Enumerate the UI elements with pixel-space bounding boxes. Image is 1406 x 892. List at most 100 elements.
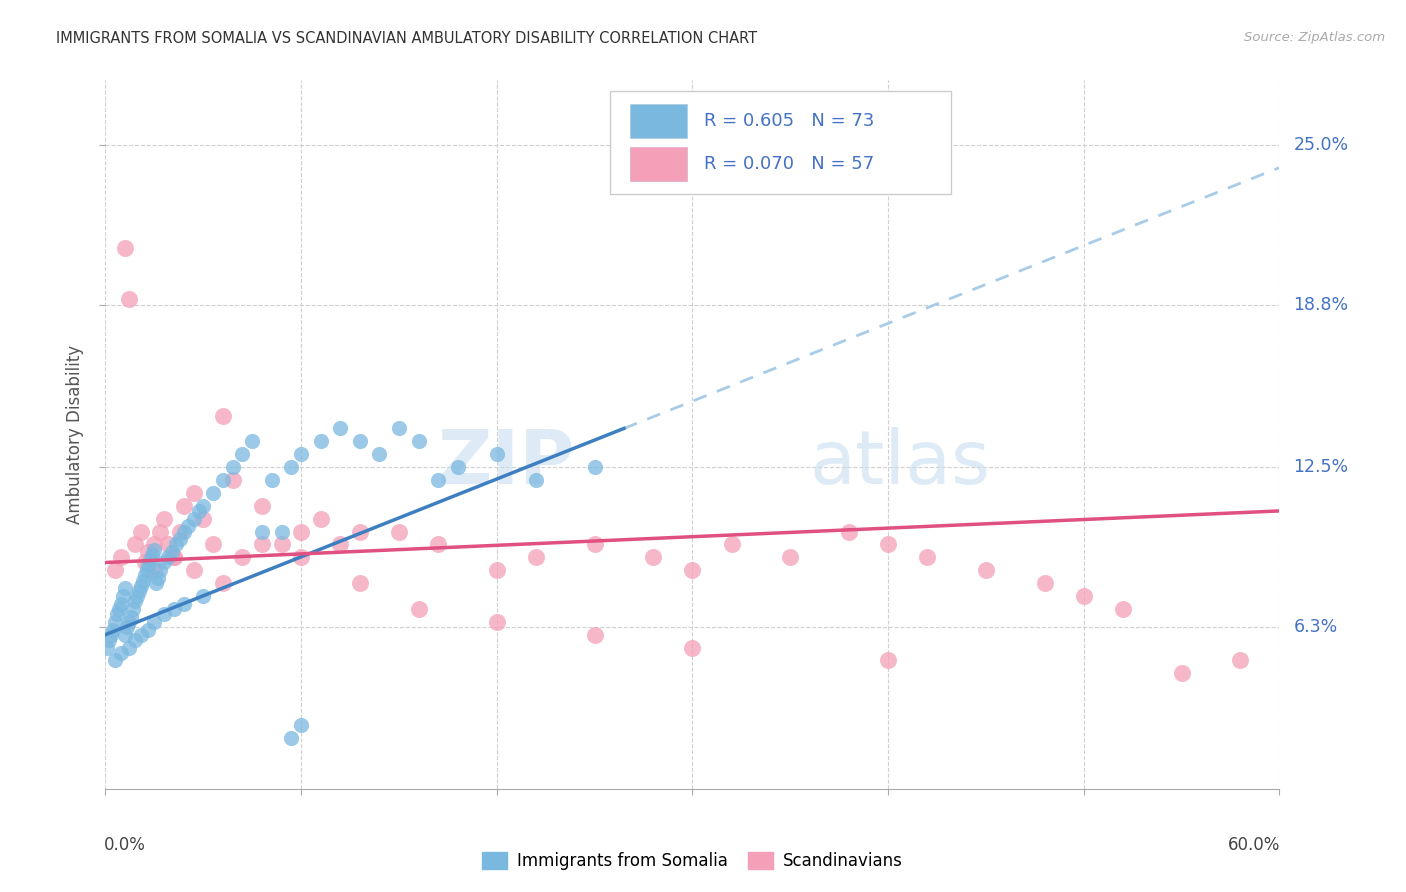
Y-axis label: Ambulatory Disability: Ambulatory Disability — [66, 345, 84, 524]
Point — [143, 563, 166, 577]
Point — [120, 609, 142, 624]
Point — [1073, 589, 1095, 603]
Point — [148, 571, 170, 585]
Point — [157, 550, 180, 565]
Legend: Immigrants from Somalia, Scandinavians: Immigrants from Somalia, Scandinavians — [475, 846, 910, 877]
Point — [121, 602, 143, 616]
Point — [388, 524, 411, 539]
Point — [643, 550, 665, 565]
Point — [141, 548, 163, 562]
Point — [408, 602, 430, 616]
Point — [134, 568, 156, 582]
Point — [427, 537, 450, 551]
Point — [129, 579, 152, 593]
Point — [583, 460, 606, 475]
Point — [188, 504, 211, 518]
Point — [149, 524, 172, 539]
Point — [877, 537, 900, 551]
Point — [250, 499, 273, 513]
Point — [270, 524, 292, 539]
Point — [211, 409, 233, 423]
Text: 25.0%: 25.0% — [1294, 136, 1348, 153]
Point — [112, 589, 135, 603]
Point — [100, 628, 122, 642]
Point — [485, 447, 508, 461]
Point — [240, 434, 263, 449]
FancyBboxPatch shape — [610, 91, 950, 194]
Point — [1033, 576, 1056, 591]
Point — [176, 519, 198, 533]
Point — [1229, 653, 1251, 667]
Point — [193, 511, 215, 525]
Point — [105, 607, 128, 621]
Point — [349, 434, 371, 449]
Point — [143, 542, 166, 557]
Point — [153, 511, 176, 525]
Point — [1112, 602, 1135, 616]
Point — [124, 537, 146, 551]
Point — [110, 550, 132, 565]
Point — [98, 632, 121, 647]
Point — [104, 615, 127, 629]
Point — [446, 460, 468, 475]
Point — [173, 499, 195, 513]
Point — [169, 524, 191, 539]
Point — [681, 640, 703, 655]
Point — [118, 615, 141, 629]
Point — [110, 646, 132, 660]
Point — [125, 589, 148, 603]
Point — [143, 615, 166, 629]
Point — [138, 623, 160, 637]
Point — [838, 524, 860, 539]
Point — [1170, 666, 1192, 681]
Text: IMMIGRANTS FROM SOMALIA VS SCANDINAVIAN AMBULATORY DISABILITY CORRELATION CHART: IMMIGRANTS FROM SOMALIA VS SCANDINAVIAN … — [56, 31, 758, 46]
Point — [779, 550, 801, 565]
Point — [163, 550, 186, 565]
Point — [368, 447, 391, 461]
Point — [163, 602, 186, 616]
Point — [114, 582, 136, 596]
Point — [163, 550, 186, 565]
Point — [221, 473, 243, 487]
Point — [915, 550, 938, 565]
Point — [139, 553, 162, 567]
Point — [153, 556, 176, 570]
Text: ZIP: ZIP — [437, 426, 575, 500]
Point — [118, 293, 141, 307]
Point — [485, 563, 508, 577]
Point — [165, 537, 187, 551]
Point — [138, 558, 160, 572]
Point — [153, 607, 176, 621]
Point — [135, 563, 157, 577]
Point — [290, 550, 312, 565]
Point — [169, 533, 191, 547]
Point — [202, 486, 225, 500]
Point — [134, 556, 156, 570]
Point — [138, 545, 160, 559]
FancyBboxPatch shape — [630, 146, 686, 180]
Point — [104, 653, 127, 667]
Point — [103, 623, 125, 637]
FancyBboxPatch shape — [630, 103, 686, 137]
Point — [280, 460, 302, 475]
Point — [129, 628, 152, 642]
Point — [583, 537, 606, 551]
Point — [221, 460, 243, 475]
Point — [309, 511, 332, 525]
Point — [202, 537, 225, 551]
Text: 6.3%: 6.3% — [1294, 618, 1337, 636]
Point — [427, 473, 450, 487]
Point — [877, 653, 900, 667]
Point — [524, 473, 547, 487]
Point — [720, 537, 742, 551]
Point — [388, 421, 411, 435]
Point — [145, 576, 167, 591]
Point — [183, 563, 205, 577]
Point — [193, 499, 215, 513]
Point — [115, 620, 138, 634]
Point — [250, 524, 273, 539]
Point — [149, 563, 172, 577]
Point — [128, 583, 150, 598]
Text: Source: ZipAtlas.com: Source: ZipAtlas.com — [1244, 31, 1385, 45]
Point — [309, 434, 332, 449]
